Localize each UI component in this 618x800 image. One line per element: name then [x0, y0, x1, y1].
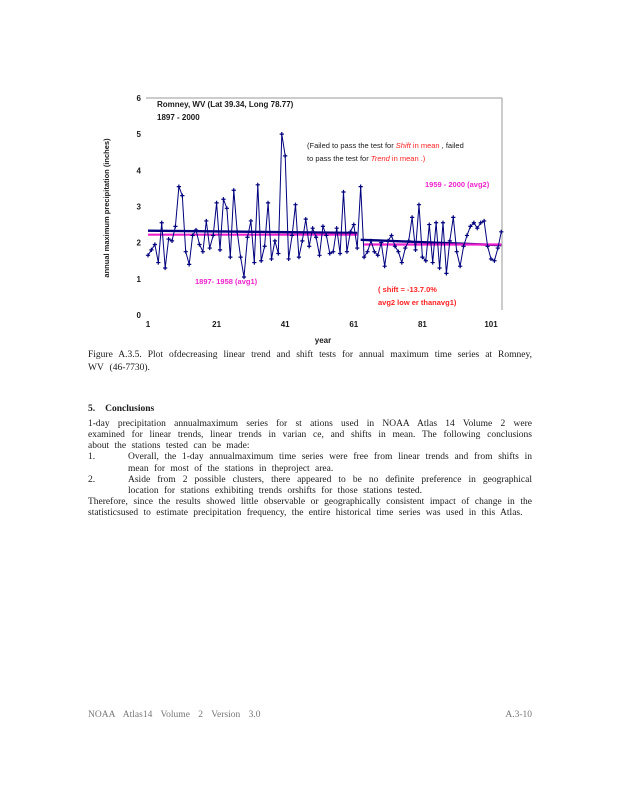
- precipitation-time-series-chart: 0 1 2 3 4 5 6 1 21 41 61 81 101 year annual maximum pr…: [95, 86, 535, 348]
- svg-text:1: 1: [146, 320, 151, 329]
- refline-trend-1897-1958: [147, 229, 358, 235]
- conclusion-item-1: 1. Overall, the 1-day annualmaximum time…: [88, 452, 532, 474]
- svg-text:41: 41: [281, 320, 290, 329]
- svg-text:1: 1: [137, 275, 142, 284]
- svg-text:21: 21: [212, 320, 221, 329]
- section-number: 5.: [88, 404, 96, 414]
- footer-page-number: A.3-10: [505, 710, 532, 720]
- y-axis-ticks: 0 1 2 3 4 5 6: [137, 94, 142, 320]
- item-number: 2.: [88, 474, 96, 485]
- chart-subtitle: 1897 - 2000: [157, 113, 200, 122]
- series-line: [147, 134, 502, 278]
- page-footer: NOAA Atlas14 Volume 2 Version 3.0 A.3-10: [88, 710, 532, 720]
- svg-text:5: 5: [137, 130, 142, 139]
- plot-border: [146, 97, 503, 310]
- avg1-period-label: 1897- 1958 (avg1): [195, 277, 258, 286]
- section-heading: 5. Conclusions: [88, 404, 532, 415]
- y-axis-label: annual maximum precipitation (inches): [102, 138, 111, 278]
- shift-note-line2: avg2 low er thanavg1): [378, 298, 457, 307]
- svg-text:81: 81: [418, 320, 427, 329]
- failed-note-line2: to pass the test for Trend in mean .): [307, 154, 426, 163]
- svg-text:6: 6: [137, 94, 142, 103]
- shift-note-line1: ( shift = -13.7.0%: [378, 285, 437, 294]
- failed-note-line1: (Failed to pass the test for Shift in me…: [307, 141, 464, 150]
- chart-title: Romney, WV (Lat 39.34, Long 78.77): [157, 100, 294, 109]
- svg-text:0: 0: [137, 311, 142, 320]
- conclusions-closing: Therefore, since the results showed litt…: [88, 497, 532, 519]
- conclusion-item-2: 2. Aside from 2 possible clusters, there…: [88, 475, 532, 497]
- item-text: Overall, the 1-day annualmaximum time se…: [128, 452, 532, 474]
- section-title: Conclusions: [105, 404, 155, 414]
- svg-text:61: 61: [349, 320, 358, 329]
- svg-text:3: 3: [137, 202, 142, 211]
- footer-version-text: NOAA Atlas14 Volume 2 Version 3.0: [88, 710, 261, 720]
- svg-text:4: 4: [137, 166, 142, 175]
- svg-text:2: 2: [137, 239, 142, 248]
- x-axis-label: year: [315, 336, 331, 345]
- conclusions-section: 5. Conclusions 1-day precipitation annual…: [88, 404, 532, 520]
- item-text: Aside from 2 possible clusters, there ap…: [128, 474, 532, 496]
- series-markers: [145, 132, 504, 280]
- x-axis-ticks: 1 21 41 61 81 101: [146, 320, 498, 329]
- figure-caption: Figure A.3.5. Plot ofdecreasing linear t…: [88, 350, 532, 373]
- item-number: 1.: [88, 452, 96, 463]
- svg-text:101: 101: [484, 320, 498, 329]
- avg2-period-label: 1959 - 2000 (avg2): [425, 180, 490, 189]
- reference-lines: [147, 229, 502, 247]
- conclusions-intro: 1-day precipitation annualmaximum series…: [88, 418, 532, 452]
